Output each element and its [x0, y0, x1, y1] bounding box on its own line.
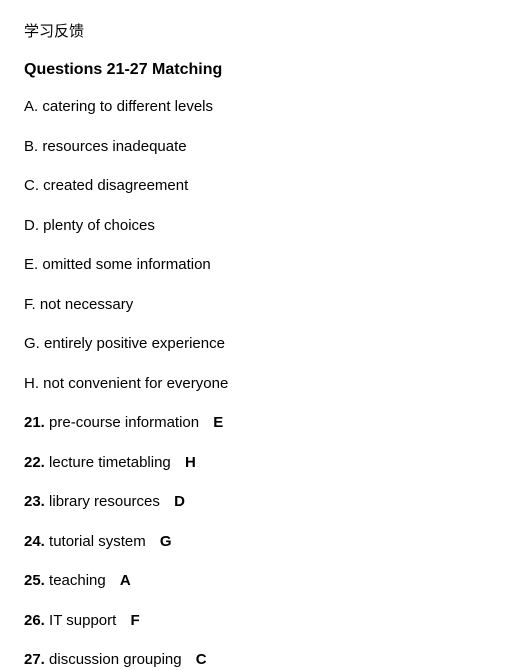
question-number: 21.: [24, 414, 45, 431]
question-number: 24.: [24, 533, 45, 550]
option-item: G. entirely positive experience: [24, 334, 502, 354]
question-item: 23. library resources D: [24, 492, 502, 512]
question-number: 22.: [24, 454, 45, 471]
question-text: teaching: [49, 572, 106, 589]
option-text: entirely positive experience: [44, 335, 225, 352]
option-text: not necessary: [40, 296, 133, 313]
option-item: F. not necessary: [24, 295, 502, 315]
option-letter: B.: [24, 138, 38, 155]
question-answer: F: [130, 612, 139, 629]
questions-list: 21. pre-course information E 22. lecture…: [24, 413, 502, 670]
question-answer: E: [213, 414, 223, 431]
option-text: catering to different levels: [42, 98, 213, 115]
question-answer: A: [120, 572, 131, 589]
option-item: C. created disagreement: [24, 176, 502, 196]
option-text: not convenient for everyone: [43, 375, 228, 392]
question-answer: G: [160, 533, 172, 550]
question-text: library resources: [49, 493, 160, 510]
question-answer: H: [185, 454, 196, 471]
page-header: 学习反馈: [24, 20, 502, 41]
question-answer: C: [196, 651, 207, 668]
option-item: D. plenty of choices: [24, 216, 502, 236]
option-text: resources inadequate: [42, 138, 186, 155]
question-item: 21. pre-course information E: [24, 413, 502, 433]
question-text: lecture timetabling: [49, 454, 171, 471]
question-number: 23.: [24, 493, 45, 510]
option-text: created disagreement: [43, 177, 188, 194]
option-letter: A.: [24, 98, 38, 115]
option-text: omitted some information: [42, 256, 210, 273]
question-text: tutorial system: [49, 533, 146, 550]
option-letter: E.: [24, 256, 38, 273]
option-letter: D.: [24, 217, 39, 234]
question-item: 27. discussion grouping C: [24, 650, 502, 670]
option-letter: H.: [24, 375, 39, 392]
option-text: plenty of choices: [43, 217, 155, 234]
question-number: 27.: [24, 651, 45, 668]
question-item: 26. IT support F: [24, 611, 502, 631]
question-item: 24. tutorial system G: [24, 532, 502, 552]
question-text: pre-course information: [49, 414, 199, 431]
options-list: A. catering to different levels B. resou…: [24, 97, 502, 393]
option-item: A. catering to different levels: [24, 97, 502, 117]
question-item: 25. teaching A: [24, 571, 502, 591]
section-title: Questions 21-27 Matching: [24, 61, 502, 79]
option-item: H. not convenient for everyone: [24, 374, 502, 394]
question-number: 25.: [24, 572, 45, 589]
question-text: discussion grouping: [49, 651, 182, 668]
option-letter: C.: [24, 177, 39, 194]
question-number: 26.: [24, 612, 45, 629]
option-letter: F.: [24, 296, 36, 313]
question-text: IT support: [49, 612, 116, 629]
question-item: 22. lecture timetabling H: [24, 453, 502, 473]
option-item: E. omitted some information: [24, 255, 502, 275]
question-answer: D: [174, 493, 185, 510]
option-letter: G.: [24, 335, 40, 352]
option-item: B. resources inadequate: [24, 137, 502, 157]
